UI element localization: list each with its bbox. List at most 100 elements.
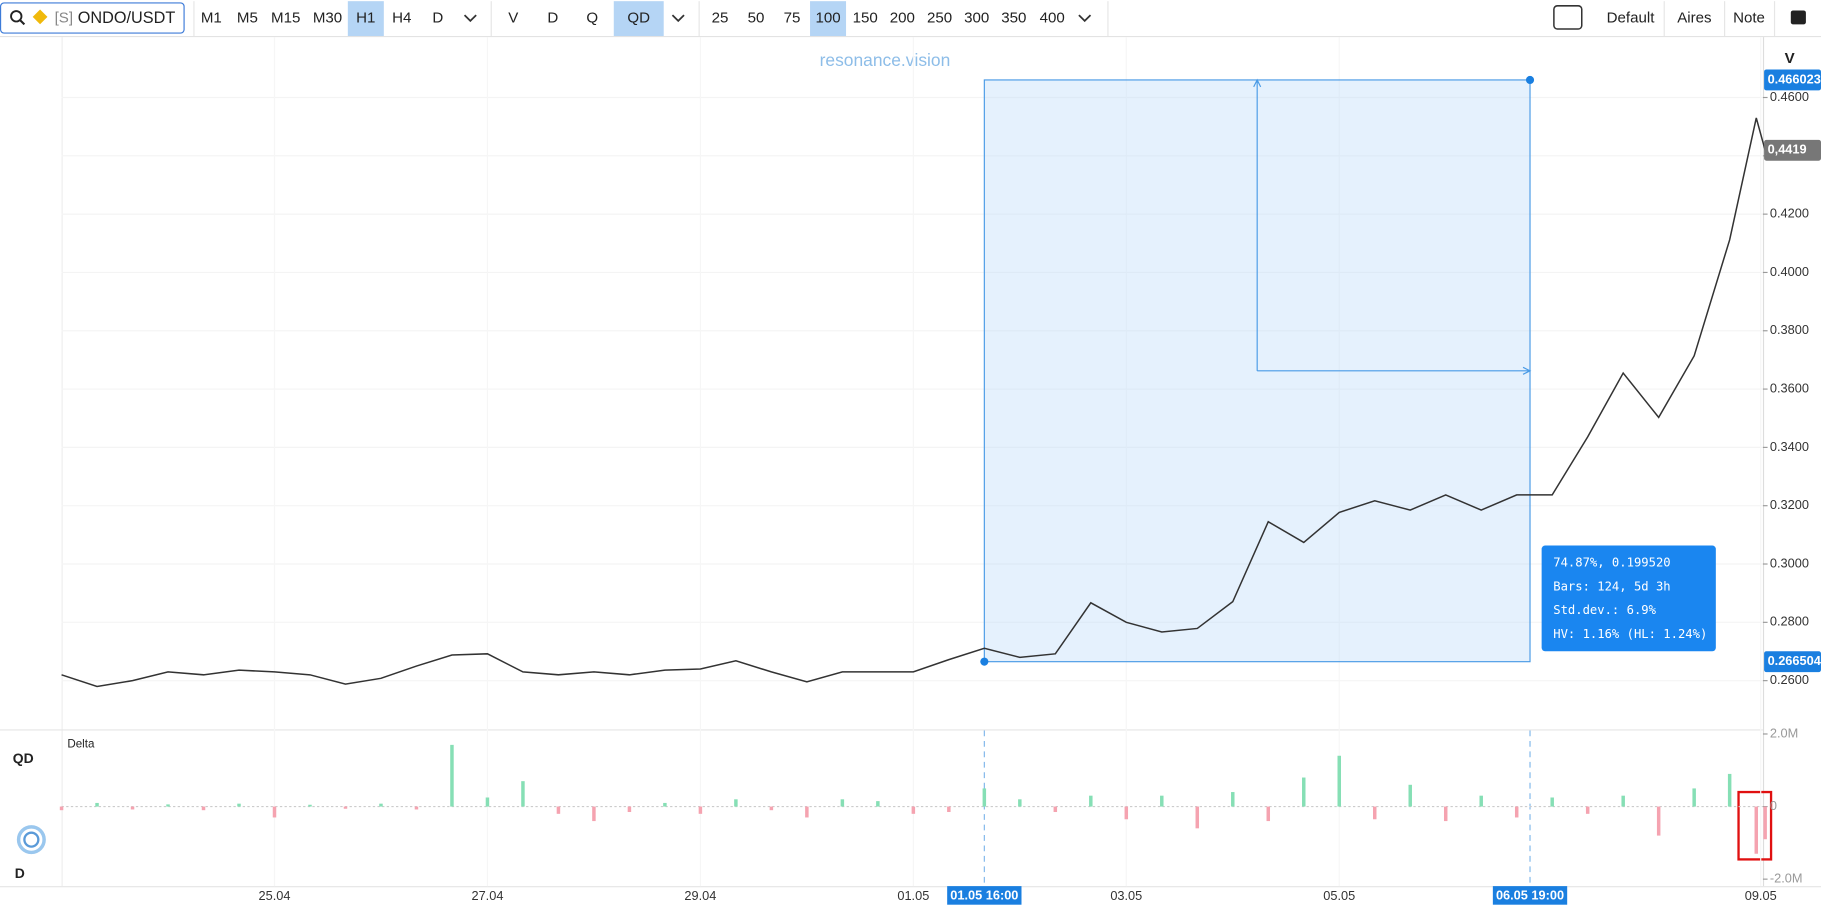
toolbar-button[interactable]: D	[432, 10, 443, 27]
delta-bar	[1373, 806, 1377, 820]
y-tick-label: 0.4200	[1770, 206, 1809, 221]
delta-bar	[166, 804, 170, 807]
toolbar-button[interactable]: 100	[815, 10, 840, 27]
delta-bar	[698, 806, 703, 814]
toolbar-button[interactable]: 250	[927, 10, 952, 27]
y-tick-label: 0.3400	[1770, 439, 1809, 454]
time-tag-label: 06.05 19:00	[1496, 887, 1564, 902]
measure-info-line: HV: 1.16% (HL: 1.24%)	[1553, 627, 1707, 641]
x-tick-label: 25.04	[259, 888, 291, 903]
delta-bar	[947, 806, 951, 813]
screenshot-icon[interactable]	[1790, 10, 1806, 25]
delta-bar	[1754, 806, 1759, 854]
delta-bar	[1053, 806, 1058, 813]
toolbar-button[interactable]: 350	[1001, 10, 1026, 27]
time-tag	[947, 886, 1022, 905]
x-tick-label: 01.05	[897, 888, 929, 903]
toolbar-button[interactable]: M15	[271, 10, 300, 27]
pane-label: D	[15, 865, 25, 881]
delta-bar	[450, 744, 454, 807]
toolbar-button[interactable]: Aires	[1677, 10, 1711, 27]
price-tag-label: 0.266504	[1768, 653, 1821, 668]
delta-bar	[1656, 806, 1661, 836]
delta-bar	[1089, 795, 1093, 807]
delta-bar	[911, 806, 916, 814]
delta-bar	[876, 801, 880, 807]
delta-bar	[521, 781, 525, 807]
delta-bar	[1408, 784, 1412, 807]
price-line	[61, 117, 1766, 688]
dropdown-chevron[interactable]	[671, 14, 685, 23]
delta-bar	[272, 806, 277, 818]
price-tag	[1764, 651, 1821, 673]
toolbar-button[interactable]: M30	[313, 10, 342, 27]
y-tick-label: 0.3800	[1770, 322, 1809, 337]
toolbar-button[interactable]: M1	[201, 10, 222, 27]
time-tag-label: 01.05 16:00	[950, 887, 1018, 902]
toolbar-button[interactable]: 300	[964, 10, 989, 27]
search-icon	[19, 19, 26, 26]
toolbar-button-active	[347, 1, 384, 37]
toolbar-button[interactable]: 400	[1040, 10, 1065, 27]
delta-bar	[663, 802, 667, 807]
delta-bar	[556, 806, 561, 814]
symbol-search[interactable]	[0, 2, 185, 34]
delta-bar	[1692, 788, 1696, 807]
toolbar-button[interactable]: Q	[586, 10, 598, 27]
delta-bar	[1231, 792, 1235, 807]
x-tick-label: 09.05	[1745, 888, 1777, 903]
delta-bar	[414, 806, 419, 810]
y-tick-label: 0.4000	[1770, 264, 1809, 279]
delta-bar	[627, 806, 632, 813]
delta-bar	[1621, 795, 1625, 807]
delta-bar	[734, 799, 738, 807]
delta-bar	[308, 804, 312, 807]
toolbar-button[interactable]: 25	[712, 10, 729, 27]
toolbar-button[interactable]: H4	[392, 10, 411, 27]
delta-bar	[1160, 795, 1164, 807]
y-tick-label: 0.2600	[1770, 672, 1809, 687]
dropdown-chevron[interactable]	[1078, 14, 1092, 23]
logo	[23, 831, 40, 848]
delta-bar	[485, 797, 490, 807]
delta-bar	[1727, 773, 1732, 807]
toolbar-button[interactable]: 200	[890, 10, 915, 27]
measure-handle[interactable]	[1525, 75, 1535, 85]
dropdown-chevron[interactable]	[463, 14, 477, 23]
measure-info-line: Std.dev.: 6.9%	[1553, 603, 1656, 617]
toolbar-button[interactable]: D	[547, 10, 558, 27]
color-button[interactable]	[1553, 5, 1583, 30]
y-tick-label: 0.4600	[1770, 89, 1809, 104]
toolbar-button[interactable]: H1	[356, 10, 375, 27]
delta-bar	[840, 799, 845, 807]
toolbar-button[interactable]: V	[508, 10, 518, 27]
measure-handle[interactable]	[980, 657, 989, 666]
toolbar-button[interactable]: 150	[853, 10, 878, 27]
toolbar-button-active	[613, 1, 664, 37]
delta-bar	[1585, 806, 1590, 814]
delta-bar	[59, 806, 64, 811]
search-icon	[10, 10, 23, 23]
time-tag	[1492, 886, 1568, 905]
toolbar-button[interactable]: 50	[748, 10, 765, 27]
delta-bar	[769, 806, 774, 811]
toolbar-button[interactable]: M5	[237, 10, 258, 27]
delta-bar	[130, 806, 135, 810]
price-tag	[1764, 139, 1821, 161]
delta-bar	[982, 788, 987, 807]
symbol: ONDO/USDT	[78, 9, 176, 27]
delta-bar	[1550, 797, 1554, 807]
y-tick-label: 0	[1770, 798, 1777, 813]
toolbar-button[interactable]: 75	[784, 10, 801, 27]
toolbar-button[interactable]: Default	[1607, 10, 1656, 27]
logo	[16, 825, 46, 855]
watermark: resonance.vision	[820, 50, 951, 70]
measure-arrow	[1253, 78, 1532, 375]
y-tick-label: 2.0M	[1770, 725, 1798, 740]
toolbar-button[interactable]: Note	[1733, 10, 1765, 27]
y-tick-label: 0.3000	[1770, 555, 1809, 570]
pane-title: Delta	[67, 737, 95, 750]
toolbar-button[interactable]: QD	[627, 10, 650, 27]
delta-bar	[1443, 806, 1448, 822]
